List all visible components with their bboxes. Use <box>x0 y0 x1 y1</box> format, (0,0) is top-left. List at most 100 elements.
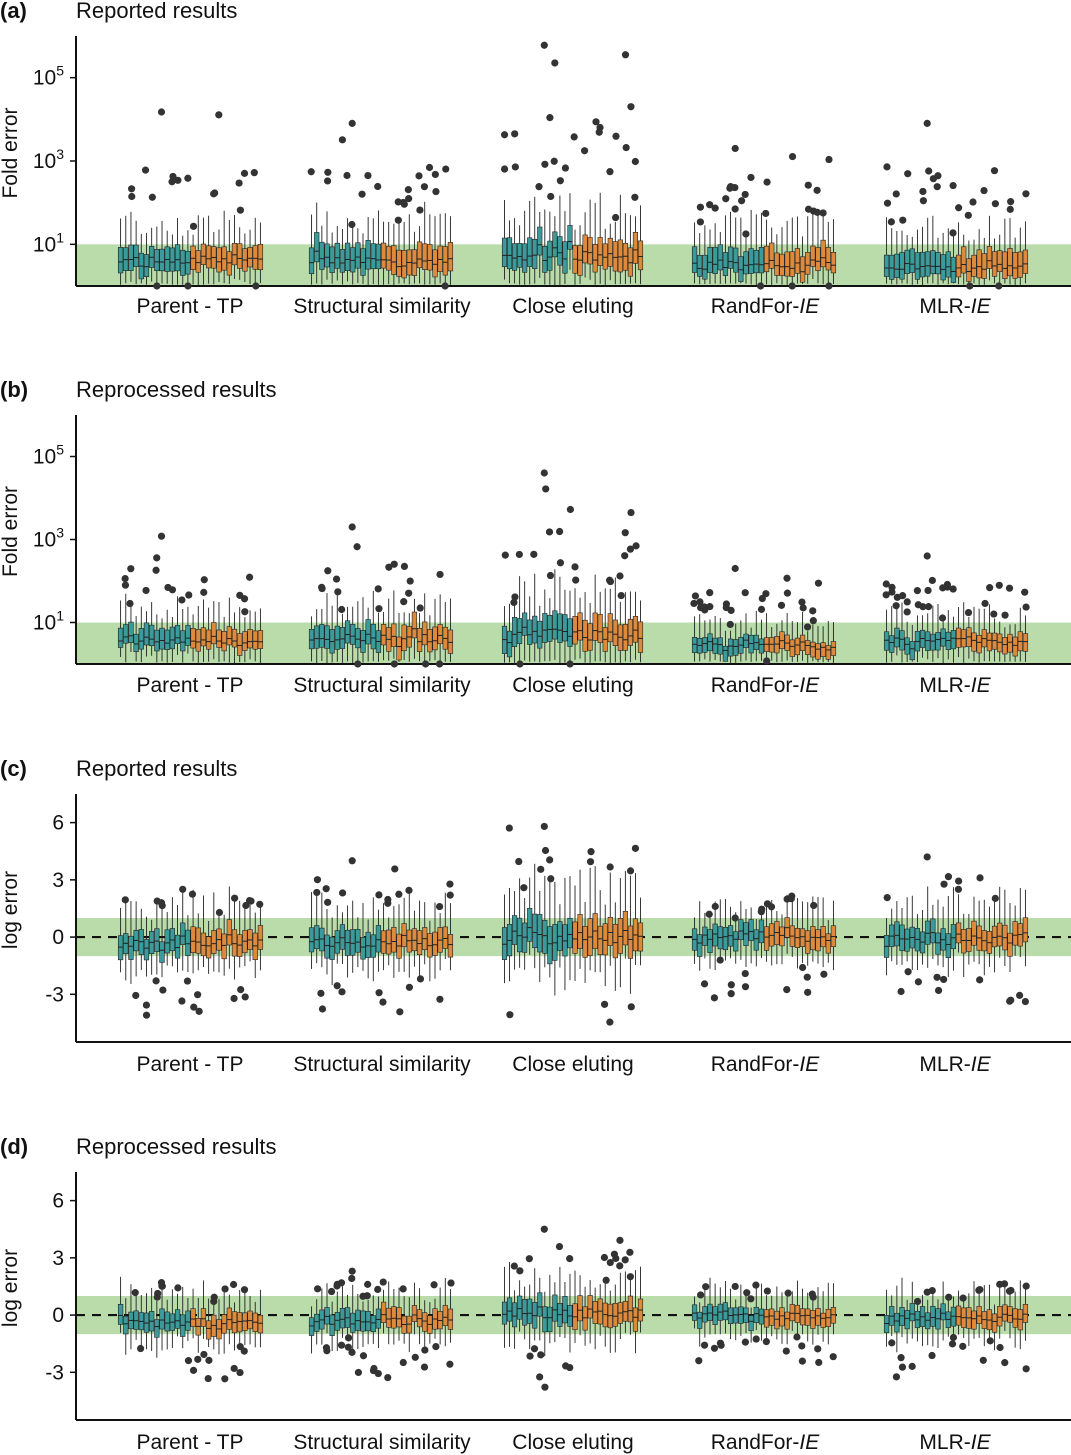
outlier-point <box>159 986 167 994</box>
box <box>226 251 232 276</box>
box <box>427 244 433 271</box>
outlier-point <box>540 822 548 831</box>
panel-d: (d) Reprocessed results log error -3 0 3 6 Pare… <box>0 1134 1071 1454</box>
outlier-point <box>955 877 963 885</box>
outlier-point <box>179 885 187 893</box>
outlier-point <box>1022 603 1030 611</box>
outlier-point <box>396 1008 404 1016</box>
outlier-point <box>933 183 941 191</box>
outlier-point <box>240 595 249 603</box>
outlier-point <box>752 1335 760 1343</box>
panel-letter: (d) <box>0 1134 28 1159</box>
box-group-0 <box>117 1276 264 1383</box>
box <box>769 242 775 269</box>
box <box>632 615 639 643</box>
outlier-point <box>722 195 730 203</box>
outlier-point <box>210 1293 218 1301</box>
box <box>334 625 340 650</box>
box <box>940 254 946 281</box>
outlier-point <box>525 1255 533 1263</box>
outlier-point <box>934 986 943 995</box>
outlier-point <box>913 587 921 595</box>
outlier-point <box>762 209 770 218</box>
box <box>702 1306 708 1323</box>
outlier-point <box>882 580 890 588</box>
outlier-point <box>717 1341 725 1349</box>
outlier-point <box>928 576 936 585</box>
outlier-point <box>606 1018 614 1026</box>
outlier-point <box>819 209 827 217</box>
outlier-point <box>152 566 160 574</box>
outlier-point <box>545 528 554 536</box>
outlier-point <box>586 858 595 866</box>
box <box>1022 249 1029 274</box>
box <box>324 243 330 268</box>
box <box>396 1307 402 1328</box>
y-axis-label: Fold error <box>0 486 22 577</box>
box <box>447 242 454 272</box>
box <box>319 927 325 952</box>
outlier-point <box>556 177 564 185</box>
box <box>185 1310 191 1331</box>
box-group-0 <box>117 885 264 1019</box>
outlier-point <box>241 993 249 1001</box>
outlier-point <box>762 1338 770 1346</box>
box <box>1012 636 1018 657</box>
outlier-point <box>767 903 776 911</box>
box <box>914 252 921 280</box>
category-label: Structural similarity <box>293 295 471 318</box>
outlier-point <box>813 186 821 194</box>
box <box>1002 251 1008 280</box>
outlier-point <box>541 846 550 855</box>
outlier-point <box>390 560 398 568</box>
box <box>319 624 325 648</box>
box <box>612 241 618 272</box>
box <box>966 928 972 952</box>
outlier-point <box>990 167 999 175</box>
category-label: RandFor-IE <box>711 295 821 318</box>
category-label: Close eluting <box>512 674 633 697</box>
outlier-point <box>542 485 550 493</box>
box <box>334 930 340 954</box>
box <box>602 243 608 270</box>
outlier-point <box>706 589 714 597</box>
y-tick-label: 101 <box>33 229 64 256</box>
outlier-point <box>546 571 555 580</box>
outlier-point <box>934 172 942 180</box>
box <box>552 1294 558 1322</box>
panel-title: Reprocessed results <box>76 377 277 402</box>
outlier-point <box>338 605 346 614</box>
outlier-point <box>348 857 356 865</box>
box <box>396 636 402 661</box>
outlier-point <box>142 1011 151 1019</box>
outlier-point <box>702 1283 710 1291</box>
box <box>758 1308 765 1325</box>
box <box>231 929 238 957</box>
box <box>329 936 335 960</box>
box <box>242 1312 248 1331</box>
outlier-point <box>247 897 255 905</box>
outlier-point <box>379 998 387 1006</box>
outlier-point <box>511 130 519 138</box>
outlier-point <box>121 574 129 583</box>
box <box>950 924 957 950</box>
outlier-point <box>395 890 403 898</box>
outlier-point <box>431 170 439 179</box>
outlier-point <box>420 183 429 191</box>
outlier-point <box>157 108 166 116</box>
box <box>154 249 160 272</box>
box <box>940 628 946 647</box>
box <box>945 251 951 278</box>
outlier-point <box>1000 1280 1009 1288</box>
box <box>501 1301 508 1325</box>
box <box>195 250 201 273</box>
category-label: MLR-IE <box>919 674 991 697</box>
box <box>582 619 588 652</box>
outlier-point <box>964 608 973 617</box>
box <box>889 254 895 280</box>
outlier-point <box>442 165 450 173</box>
box <box>830 641 837 656</box>
outlier-point <box>547 875 555 883</box>
box <box>252 630 258 650</box>
